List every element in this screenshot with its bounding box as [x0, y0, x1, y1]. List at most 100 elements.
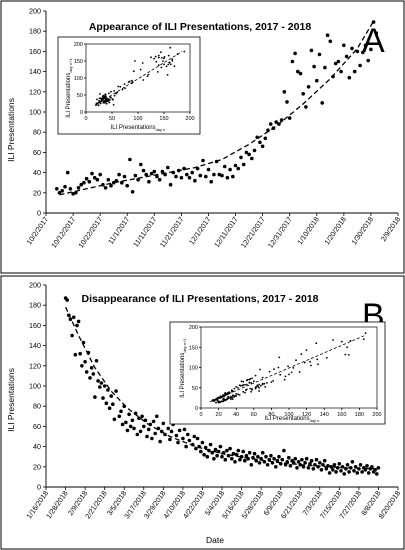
panel-b-point	[295, 466, 299, 470]
panel-b-point	[127, 412, 131, 417]
panel-b-inset-x-label-text: ILI Presentations	[265, 416, 310, 422]
panel-a-inset: ILI Presentationsday n+1 ILI Presentatio…	[57, 36, 201, 135]
panel-b-point	[146, 427, 151, 432]
panel-b-inset-point	[315, 342, 318, 345]
panel-a-point	[225, 175, 230, 180]
panel-a-label: A	[362, 22, 385, 60]
panel-b-point	[169, 429, 174, 434]
panel-b-inset-point	[231, 394, 234, 397]
panel-b-inset-point	[261, 376, 264, 379]
panel-a-inset-point	[101, 96, 104, 98]
panel-a-inset-point	[130, 79, 133, 82]
panel-b-inset-x-label: ILI Presentationsday n	[265, 416, 320, 423]
panel-a-point	[95, 177, 100, 182]
panel-b-point	[257, 461, 262, 465]
panel-a-y-tick-label: 140	[29, 67, 41, 76]
panel-b-point	[355, 471, 360, 475]
panel-b-point	[83, 360, 87, 364]
panel-b-inset-frame	[169, 321, 386, 425]
panel-b-inset-point	[230, 390, 233, 393]
panel-a-inset-frame	[57, 36, 201, 135]
panel-b-inset-point	[250, 390, 253, 393]
panel-a-inset-point	[103, 96, 106, 99]
panel-a-inset-point	[124, 87, 126, 90]
panel-b-point	[318, 461, 322, 465]
panel-a-inset-point	[146, 75, 149, 78]
panel-a-point	[133, 173, 138, 178]
panel-b-inset-x-tick-label: 40	[233, 412, 239, 418]
panel-b-point	[75, 323, 79, 328]
panel-b-point	[195, 436, 200, 441]
panel-a-point	[209, 179, 213, 184]
panel-b-point	[186, 432, 190, 437]
panel-b-point	[106, 388, 110, 392]
panel-b-point	[140, 414, 144, 419]
panel-a-point	[344, 54, 349, 59]
panel-b-inset-point	[237, 393, 239, 396]
panel-b-point	[128, 424, 133, 429]
panel-a-inset-point	[99, 93, 101, 95]
panel-a-point	[166, 165, 170, 170]
panel-b-y-tick-label: 80	[33, 402, 41, 411]
panel-b-point	[177, 428, 182, 433]
panel-b-point	[249, 463, 254, 467]
panel-b-y-tick-label: 60	[33, 422, 41, 431]
panel-a-inset-point	[117, 85, 120, 88]
panel-b-y-tick-label: 20	[33, 462, 41, 471]
panel-b-point	[366, 471, 371, 475]
panel-a-marks	[55, 20, 379, 196]
panel-b-point	[101, 396, 105, 400]
panel-a-point	[174, 174, 178, 179]
panel-b-inset-point	[231, 398, 234, 400]
panel-a-point	[361, 50, 365, 55]
panel-b-point	[200, 440, 205, 445]
panel-a-point	[263, 136, 268, 141]
panel-a-point	[90, 171, 94, 176]
panel-a-point	[304, 105, 308, 109]
panel-a-point	[260, 144, 265, 149]
panel-b-inset-point	[235, 392, 238, 395]
panel-a-point	[63, 184, 67, 189]
panel-b-inset-x-tick-label: 0	[199, 412, 202, 418]
panel-a-point	[325, 33, 330, 37]
panel-a-point	[312, 64, 316, 69]
panel-b-point	[70, 333, 74, 338]
panel-b-inset-point	[233, 395, 236, 398]
panel-a-y-tick-label: 0	[37, 209, 41, 218]
panel-b-inset-point	[222, 400, 224, 403]
panel-a-inset-point	[112, 104, 115, 106]
panel-a-inset-point	[157, 64, 160, 66]
panel-b-inset-point	[347, 354, 350, 356]
panel-b-y-tick-label: 100	[29, 382, 41, 391]
panel-b-inset-point	[346, 346, 348, 349]
panel-a-point	[363, 43, 368, 48]
panel-b-point	[360, 470, 364, 474]
panel-b-point	[327, 471, 332, 475]
panel-a-point	[139, 162, 143, 167]
panel-b-point	[182, 427, 187, 432]
panel-a-point	[315, 78, 319, 83]
panel-b-point	[236, 448, 241, 453]
panel-b-point	[135, 432, 140, 437]
panel-b-point	[322, 458, 327, 463]
panel-a-inset-point	[150, 56, 152, 59]
panel-b-inset-point	[244, 384, 246, 386]
panel-b-point	[244, 453, 249, 458]
panel-b-point	[125, 428, 130, 433]
panel-b-inset-point	[254, 387, 257, 390]
panel-a-point	[125, 183, 129, 188]
panel-b-inset-y-label-sub: day n+1	[182, 338, 187, 353]
panel-a-y-tick-label: 120	[29, 87, 41, 96]
panel-a-point	[60, 189, 64, 193]
panel-b-point	[130, 418, 135, 423]
panel-a-point	[106, 177, 111, 182]
panel-a-inset-point	[96, 98, 98, 101]
panel-a-point	[212, 172, 216, 177]
panel-b-inset-x-tick-label: 140	[320, 412, 329, 418]
panel-b-inset-point	[258, 383, 260, 386]
panel-a-point	[228, 167, 232, 172]
panel-b-point	[324, 467, 329, 471]
panel-a-point	[279, 118, 284, 122]
panel-a-point	[128, 157, 132, 162]
panel-a-y-tick-label: 40	[33, 168, 41, 177]
